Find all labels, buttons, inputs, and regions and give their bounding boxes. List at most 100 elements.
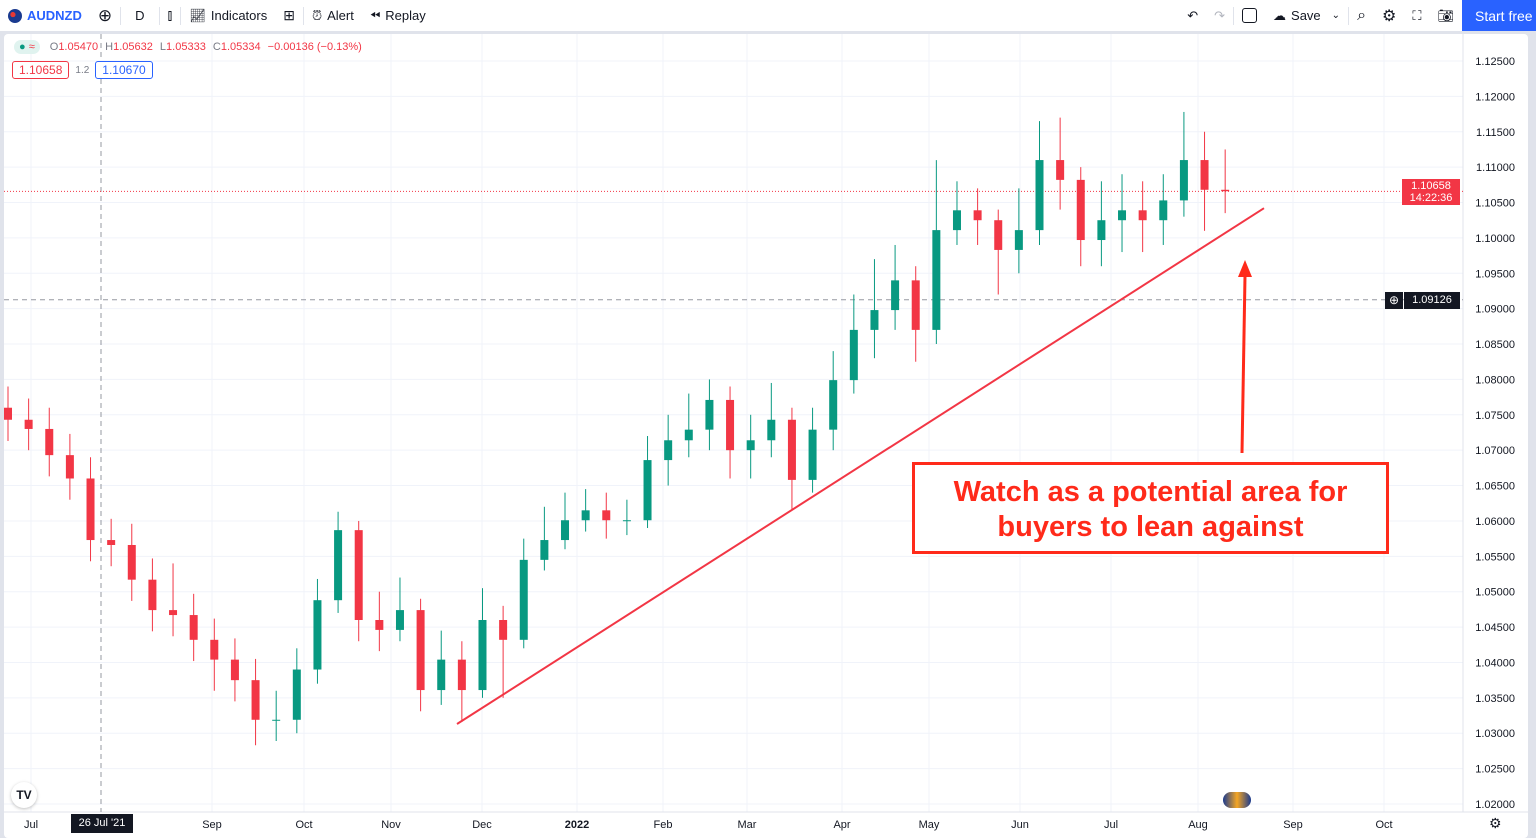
candle-body <box>1159 200 1168 221</box>
alert-label: Alert <box>327 8 354 23</box>
candle-body <box>1056 160 1065 180</box>
candle-body <box>1179 160 1188 201</box>
candle-body <box>334 530 343 601</box>
add-alert-icon[interactable]: ⊕ <box>1385 292 1403 309</box>
layout-button[interactable] <box>1234 0 1265 31</box>
price-tick-label: 1.12000 <box>1475 91 1515 103</box>
search-icon: ⌕ <box>1357 6 1367 24</box>
snapshot-button[interactable]: 📷︎ <box>1429 0 1462 31</box>
price-tick-label: 1.08500 <box>1475 339 1515 351</box>
buy-button[interactable]: 1.10670 <box>95 61 153 79</box>
events-icon[interactable] <box>1223 792 1251 808</box>
axis-settings-icon[interactable]: ⚙︎ <box>1489 815 1502 831</box>
candle-body <box>272 719 281 721</box>
compare-button[interactable]: ⊕ <box>90 0 120 31</box>
sell-button[interactable]: 1.10658 <box>12 61 70 79</box>
time-tick-label: Jul <box>1104 819 1118 831</box>
annotation-box[interactable]: Watch as a potential area for buyers to … <box>912 462 1389 554</box>
candles-icon: ⫾ <box>167 7 173 24</box>
low-value: 1.05333 <box>166 41 206 53</box>
high-value: 1.05632 <box>113 41 153 53</box>
top-toolbar: AUDNZD ⊕ D ⫾ 📈︎ Indicators ⊞ ⏰︎ Alert ⏪︎ Re… <box>0 0 1536 31</box>
candle-body <box>354 530 363 621</box>
annotation-line-1: Watch as a potential area for <box>953 476 1348 508</box>
status-pill[interactable]: ● ≈ <box>14 40 40 54</box>
candle-body <box>4 407 12 420</box>
settings-button[interactable]: ⚙︎ <box>1374 0 1404 31</box>
change-value: −0.00136 (−0.13%) <box>267 41 362 53</box>
candle-body <box>1138 210 1147 221</box>
indicators-label: Indicators <box>210 8 268 23</box>
candle-body <box>65 455 74 479</box>
time-tick-label: Sep <box>1283 819 1303 831</box>
close-value: 1.05334 <box>220 41 261 53</box>
redo-button[interactable]: ↷ <box>1206 0 1233 31</box>
search-button[interactable]: ⌕ <box>1349 0 1374 31</box>
ohlc-values: O1.05470 H1.05632 L1.05333 C1.05334 −0.0… <box>49 41 362 53</box>
crosshair-date-label: 26 Jul '21 <box>71 814 133 833</box>
fullscreen-icon: ⛶ <box>1412 7 1422 23</box>
start-free-button[interactable]: Start free <box>1462 0 1536 31</box>
candle-body <box>602 510 611 521</box>
divider <box>158 6 160 25</box>
alert-button[interactable]: ⏰︎ Alert <box>304 0 362 31</box>
square-icon <box>1242 8 1258 23</box>
camera-icon: 📷︎ <box>1437 7 1454 23</box>
candle-body <box>1221 189 1230 192</box>
symbol-name: AUDNZD <box>27 8 82 23</box>
price-tick-label: 1.06000 <box>1475 516 1515 528</box>
fullscreen-button[interactable]: ⛶ <box>1404 0 1429 31</box>
undo-button[interactable]: ↶ <box>1179 0 1206 31</box>
candle-body <box>664 440 673 461</box>
price-tick-label: 1.09000 <box>1475 304 1515 316</box>
gear-icon: ⚙︎ <box>1382 7 1397 25</box>
price-tick-label: 1.04500 <box>1475 622 1515 634</box>
candle-body <box>540 540 549 560</box>
price-tick-label: 1.08000 <box>1475 374 1515 386</box>
replay-button[interactable]: ⏪︎ Replay <box>362 0 434 31</box>
divider <box>1233 6 1235 25</box>
candle-body <box>1118 210 1127 221</box>
price-tick-label: 1.04000 <box>1475 657 1515 669</box>
time-tick-label: 2022 <box>565 819 589 831</box>
time-tick-label: Jul <box>24 819 38 831</box>
price-tick-label: 1.07500 <box>1475 410 1515 422</box>
chart-type-button[interactable]: ⫾ <box>160 0 181 31</box>
price-tick-label: 1.10500 <box>1475 198 1515 210</box>
candle-body <box>499 620 508 640</box>
interval-button[interactable]: D <box>121 0 158 31</box>
trendline <box>456 207 1265 725</box>
time-tick-label: Feb <box>654 819 673 831</box>
plus-circle-icon: ⊕ <box>97 5 113 25</box>
symbol-search[interactable]: AUDNZD <box>0 0 90 31</box>
candle-body <box>251 680 260 720</box>
candle-body <box>169 610 178 616</box>
price-tick-label: 1.03500 <box>1475 693 1515 705</box>
indicators-button[interactable]: 📈︎ Indicators <box>181 0 275 31</box>
layouts-button[interactable]: ⊞ <box>275 0 303 31</box>
price-tick-label: 1.07000 <box>1475 445 1515 457</box>
divider <box>120 6 122 25</box>
candle-body <box>1097 220 1106 241</box>
candle-body <box>767 419 776 441</box>
undo-icon: ↶ <box>1187 7 1199 23</box>
save-label: Save <box>1291 8 1321 23</box>
time-tick-label: Oct <box>1375 819 1392 831</box>
price-tick-label: 1.11500 <box>1476 127 1515 139</box>
candle-body <box>561 520 570 541</box>
time-tick-label: Aug <box>1188 819 1208 831</box>
save-button[interactable]: ☁︎ Save ⌄ <box>1265 0 1348 31</box>
candle-body <box>891 280 900 311</box>
candle-body <box>519 559 528 640</box>
annotation-line-2: buyers to lean against <box>997 511 1304 543</box>
candle-body <box>189 615 198 640</box>
candle-body <box>395 610 404 630</box>
interval-label: D <box>135 8 145 23</box>
candle-body <box>1200 160 1209 190</box>
tradingview-logo[interactable]: TV <box>11 782 37 808</box>
current-price-value: 1.10658 <box>1411 180 1451 192</box>
redo-icon: ↷ <box>1214 7 1226 23</box>
candle-body <box>870 310 879 330</box>
price-tick-label: 1.10000 <box>1475 233 1515 245</box>
